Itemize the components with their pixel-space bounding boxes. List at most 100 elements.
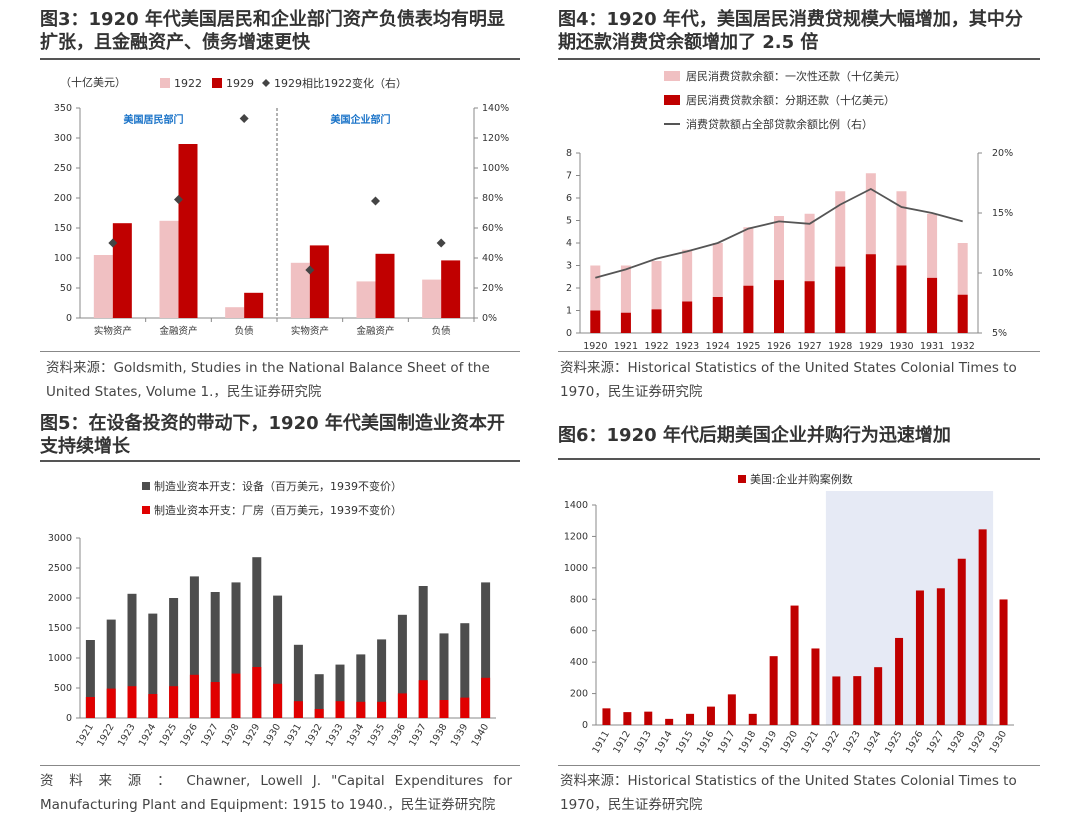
fig3-bar-1929: [441, 260, 460, 318]
fig5-x-tick-label: 1939: [449, 722, 471, 748]
fig3-y2-tick-label: 140%: [482, 103, 509, 114]
fig6-x-tick-label: 1914: [653, 729, 675, 755]
fig5-bar-plant: [481, 678, 490, 718]
fig6-bottom-rule: [558, 765, 1040, 766]
fig5-x-tick-label: 1927: [199, 722, 221, 748]
fig6-bar-mna: [728, 694, 736, 725]
fig3-group-label-corporate: 美国企业部门: [331, 113, 391, 126]
fig5-bar-plant: [107, 689, 116, 718]
fig5-x-tick-label: 1925: [158, 722, 180, 748]
fig5-y-tick-label: 1500: [48, 623, 72, 634]
fig6-x-tick-label: 1912: [611, 729, 633, 755]
fig3-bar-1929: [113, 223, 132, 318]
fig5-legend-plant: 制造业资本开支：厂房（百万美元，1939不变价）: [154, 503, 402, 517]
fig6-x-tick-label: 1920: [779, 729, 801, 755]
fig6-y-tick-label: 200: [570, 689, 588, 700]
fig3-y-tick-label: 50: [60, 283, 72, 294]
fig5-y-tick-label: 0: [66, 713, 72, 724]
fig6-bar-mna: [832, 676, 840, 725]
fig3-y2-tick-label: 40%: [482, 253, 503, 264]
fig4-y2-tick-label: 20%: [992, 148, 1013, 159]
fig4-y-tick-label: 0: [566, 328, 572, 339]
fig6-bar-mna: [770, 656, 778, 725]
fig3-legend-1922: 1922: [174, 77, 202, 90]
fig3-bar-1922: [225, 307, 244, 318]
fig4-title-rule: [558, 58, 1040, 60]
fig5-title: 图5：在设备投资的带动下，1920 年代美国制造业资本开支持续增长: [40, 412, 520, 458]
fig6-x-tick-label: 1926: [904, 729, 926, 755]
fig3-bar-1929: [179, 144, 198, 318]
fig5-x-tick-label: 1924: [137, 722, 159, 748]
fig6-bar-mna: [623, 712, 631, 725]
fig6-x-tick-label: 1921: [799, 729, 821, 755]
fig6-y-tick-label: 1200: [564, 531, 588, 542]
fig4-legend-swatch-install: [664, 95, 680, 105]
fig6-bar-mna: [791, 606, 799, 725]
fig6-bar-mna: [602, 708, 610, 725]
fig6-x-tick-label: 1923: [841, 729, 863, 755]
fig4-legend-swatch-lump: [664, 71, 680, 81]
fig4-title: 图4：1920 年代，美国居民消费贷规模大幅增加，其中分期还款消费贷余额增加了 …: [558, 8, 1040, 54]
fig4-legend-install: 居民消费贷款余额：分期还款（十亿美元）: [686, 93, 895, 107]
fig3-y2-tick-label: 0%: [482, 313, 497, 324]
fig3-title-rule: [40, 58, 520, 60]
fig4-bar-install: [866, 254, 876, 333]
fig3-y-tick-label: 350: [54, 103, 72, 114]
fig5-x-tick-label: 1936: [386, 722, 408, 748]
fig4-y-tick-label: 2: [566, 283, 572, 294]
fig4-bar-install: [590, 311, 600, 334]
fig3-legend-change: 1929相比1922变化（右）: [274, 76, 407, 90]
fig4-y2-tick-label: 15%: [992, 208, 1013, 219]
fig3-x-tick-label: 负债: [235, 325, 255, 337]
fig6-x-tick-label: 1913: [632, 729, 654, 755]
fig5-legend-equipment: 制造业资本开支：设备（百万美元，1939不变价）: [154, 479, 402, 493]
fig3-bar-1922: [160, 221, 179, 318]
fig6-x-tick-label: 1918: [737, 729, 759, 755]
fig5-x-tick-label: 1923: [116, 722, 138, 748]
fig5-chart: 制造业资本开支：设备（百万美元，1939不变价） 制造业资本开支：厂房（百万美元，…: [40, 470, 520, 760]
fig4-bar-install: [774, 280, 784, 333]
fig5-x-tick-label: 1937: [407, 722, 429, 748]
fig4-y-tick-label: 8: [566, 148, 572, 159]
fig5-title-rule: [40, 460, 520, 462]
fig5-bar-plant: [211, 682, 220, 718]
fig6-x-tick-label: 1917: [716, 729, 738, 755]
fig3-bar-1929: [310, 245, 329, 318]
fig5-x-tick-label: 1931: [282, 722, 304, 748]
fig6-x-tick-label: 1929: [967, 729, 989, 755]
fig4-source: 资料来源：Historical Statistics of the United…: [560, 356, 1038, 404]
fig6-title-rule: [558, 458, 1040, 460]
fig4-bar-install: [652, 309, 662, 333]
fig3-y2-tick-label: 20%: [482, 283, 503, 294]
fig6-bar-mna: [874, 667, 882, 725]
fig5-bar-plant: [128, 686, 137, 718]
fig6-x-tick-label: 1928: [946, 729, 968, 755]
fig4-y-tick-label: 5: [566, 216, 572, 227]
fig6-bar-mna: [1000, 599, 1008, 725]
fig5-panel: 图5：在设备投资的带动下，1920 年代美国制造业资本开支持续增长 制造业资本开…: [40, 412, 520, 822]
fig5-bottom-rule: [40, 765, 520, 766]
fig3-bar-1929: [244, 293, 263, 318]
fig3-y2-tick-label: 120%: [482, 133, 509, 144]
fig3-x-tick-label: 实物资产: [94, 325, 132, 337]
fig6-y-tick-label: 800: [570, 594, 588, 605]
fig6-bar-mna: [644, 712, 652, 725]
fig3-y-tick-label: 250: [54, 163, 72, 174]
fig4-y-tick-label: 3: [566, 261, 572, 272]
fig4-legend-ratio: 消费贷款额占全部贷款余额比例（右）: [686, 117, 873, 131]
fig5-x-tick-label: 1933: [324, 722, 346, 748]
fig3-change-marker: [240, 114, 249, 123]
fig3-bar-1922: [357, 281, 376, 318]
fig4-bar-install: [743, 286, 753, 333]
fig3-y2-tick-label: 60%: [482, 223, 503, 234]
fig6-bar-mna: [853, 676, 861, 725]
fig5-x-tick-label: 1934: [345, 722, 367, 748]
fig6-bar-mna: [958, 559, 966, 725]
fig5-x-tick-label: 1930: [262, 722, 284, 748]
fig3-bar-1929: [376, 254, 395, 318]
fig6-shaded-period: [826, 491, 993, 725]
fig5-x-tick-label: 1922: [95, 722, 117, 748]
fig4-bar-install: [621, 313, 631, 333]
fig4-chart: 居民消费贷款余额：一次性还款（十亿美元）居民消费贷款余额：分期还款（十亿美元）消…: [558, 63, 1040, 348]
